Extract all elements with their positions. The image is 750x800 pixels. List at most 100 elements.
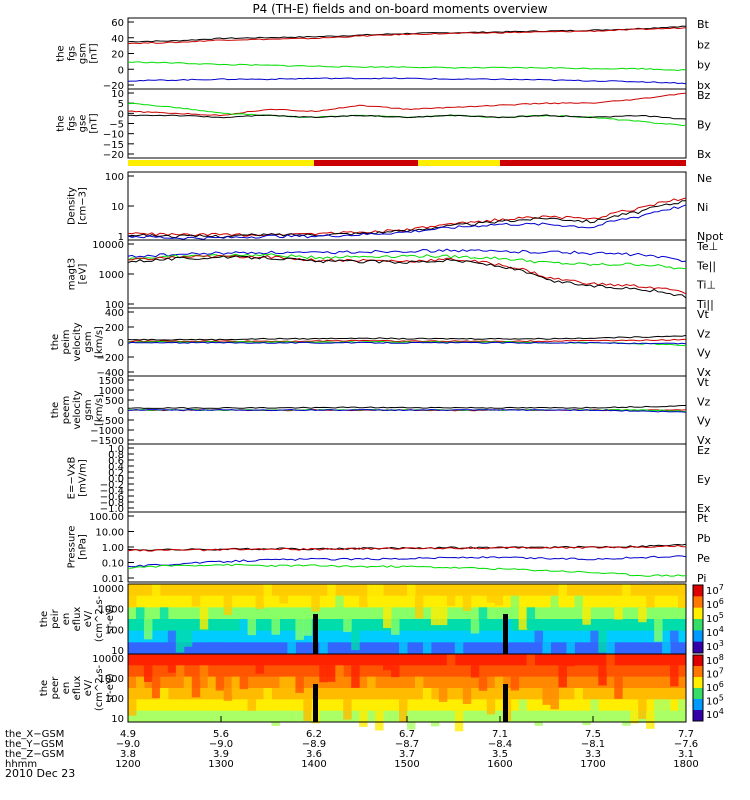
spectrogram-cell: [662, 642, 671, 660]
spectrogram-cell: [678, 699, 687, 721]
x-tick-label: 3.1: [678, 749, 694, 760]
ylabel-line: eflux: [72, 676, 83, 701]
spectrogram-cell: [638, 699, 647, 720]
y-tick-label: −20: [103, 81, 124, 92]
spectrogram-cell: [247, 619, 257, 636]
legend-entry: By: [697, 119, 712, 132]
legend-entry: Vx: [697, 434, 712, 447]
status-bar-segment: [314, 160, 418, 166]
panel-pressure: Pressure[nPa]100.00 10.00 1.00 0.10 0.01 Pt Pb…: [67, 511, 711, 585]
spectrogram-band: [128, 665, 686, 678]
spectrogram-cell: [207, 676, 217, 694]
y-tick-label: −1500: [90, 436, 124, 447]
series-line-Te: [127, 254, 687, 295]
series-line-Tp: [127, 253, 687, 270]
legend-entry: Vy: [697, 347, 711, 360]
spectrogram-cell: [518, 699, 528, 713]
ylabel-line: [eV]: [78, 264, 89, 285]
date-label: 2010 Dec 23: [5, 767, 75, 780]
ylabel-line: gsm: [83, 331, 94, 352]
spectrogram-cell: [407, 710, 416, 730]
spectrogram-cell: [255, 595, 265, 609]
spectrogram-cell: [534, 630, 544, 650]
colorbar-exponent: 5: [719, 694, 724, 703]
y-tick-label: 0: [118, 109, 124, 120]
spectrogram-cell: [654, 619, 663, 642]
spectrogram-cell: [375, 584, 384, 603]
ylabel-line: [mV/m]: [78, 459, 89, 497]
panel-peem-velocity: thepeemvelocitygsm[km/s] 150010005000−500…: [50, 375, 712, 447]
ylabel-line: peem: [61, 396, 72, 424]
ylabel-line: [cm−3]: [78, 187, 89, 225]
colorbar-segment: [693, 630, 703, 643]
legend-entry: Ex: [697, 502, 711, 515]
panel-ylabel: thepeemvelocitygsm[km/s]: [50, 390, 105, 429]
x-row-label: hhmm: [5, 759, 37, 770]
x-tick-label: 7.5: [585, 729, 601, 740]
legend-entry: Ti||: [696, 298, 714, 311]
colorbar-label: 104: [706, 707, 724, 721]
y-tick-label: 1.00: [102, 543, 124, 554]
colorbar-segment: [693, 655, 703, 667]
colorbar-frame: [692, 584, 704, 654]
colorbar-exponent: 5: [719, 611, 724, 620]
spectrogram-cell: [414, 595, 424, 619]
ylabel-line: fgs: [67, 116, 78, 131]
spectrogram-cell: [343, 699, 352, 720]
spectrogram-cell: [462, 688, 472, 704]
spectrogram-cell: [199, 665, 209, 683]
panel-peir-spectrogram: thepeirenefluxeV/(cm^2-s-sr-eV)100001000…: [39, 583, 724, 666]
spectrogram-cell: [351, 630, 360, 651]
spectrogram-cell: [542, 688, 551, 705]
data-gap: [503, 684, 508, 722]
ylabel-line: the: [39, 680, 50, 696]
panel-ylabel: magt3[eV]: [67, 258, 89, 291]
spectrogram-cell: [391, 665, 400, 678]
chart-title: P4 (TH-E) fields and on-board moments ov…: [252, 2, 547, 16]
x-tick-label: 1600: [487, 759, 512, 770]
colorbar-exponent: 8: [719, 653, 724, 662]
spectrogram-cell: [462, 595, 472, 612]
panel-efield: E=−VxB[mV/m] 1.00.80.60.40.20.0−0.2−0.4−0…: [67, 443, 711, 515]
legend-entry: Pt: [697, 512, 709, 525]
ylabel-line: en: [61, 613, 72, 626]
spectrogram-cell: [670, 630, 679, 643]
x-tick-label: 1300: [208, 759, 233, 770]
ylabel-line: magt3: [67, 258, 78, 291]
y-tick-label: −0.4: [100, 486, 124, 497]
ylabel-line: gsm: [78, 43, 89, 64]
spectrogram-cell: [159, 688, 169, 702]
spectrogram-cell: [128, 699, 137, 716]
series-line-Bt: [127, 25, 687, 43]
colorbar-segment: [693, 710, 703, 722]
spectrogram-cell: [566, 642, 575, 661]
spectrogram-cell: [215, 676, 225, 691]
spectrogram-cell: [430, 607, 440, 626]
spectrogram-cell: [383, 654, 392, 671]
spectrogram-cell: [175, 665, 185, 687]
panel-frame: [127, 239, 687, 309]
colorbar-segment: [693, 666, 703, 678]
x-tick-label: 7.7: [678, 729, 694, 740]
ylabel-line: Density: [67, 187, 78, 225]
spectrogram-cell: [646, 595, 655, 608]
legend-entry: Bt: [697, 18, 710, 31]
spectrogram-cell: [422, 688, 432, 711]
x-tick-label: 6.7: [399, 729, 415, 740]
panel-ylabel: E=−VxB[mV/m]: [67, 457, 89, 500]
spectrogram-cell: [446, 654, 456, 676]
panel-density: Density[cm−3] 100 10 1 Ne Ni Npot: [67, 171, 724, 243]
legend-entry: Vt: [697, 308, 710, 321]
colorbar-segment: [693, 688, 703, 700]
panel-ylabel: thepeirenefluxeV/(cm^2-s-sr-eV): [39, 595, 116, 642]
panel-ylabel: thepeerenefluxeV/(cm^2-s-sr-eV): [39, 664, 116, 711]
y-tick-label: 0: [118, 406, 124, 417]
spectrogram-cell: [486, 584, 496, 603]
spectrogram-cell: [175, 630, 185, 653]
spectrogram-cell: [422, 642, 432, 660]
x-tick-label: 5.6: [213, 729, 229, 740]
panel-peer-spectrogram: thepeerenefluxeV/(cm^2-s-sr-eV)100001000…: [39, 653, 724, 732]
spectrogram-cell: [399, 699, 408, 722]
